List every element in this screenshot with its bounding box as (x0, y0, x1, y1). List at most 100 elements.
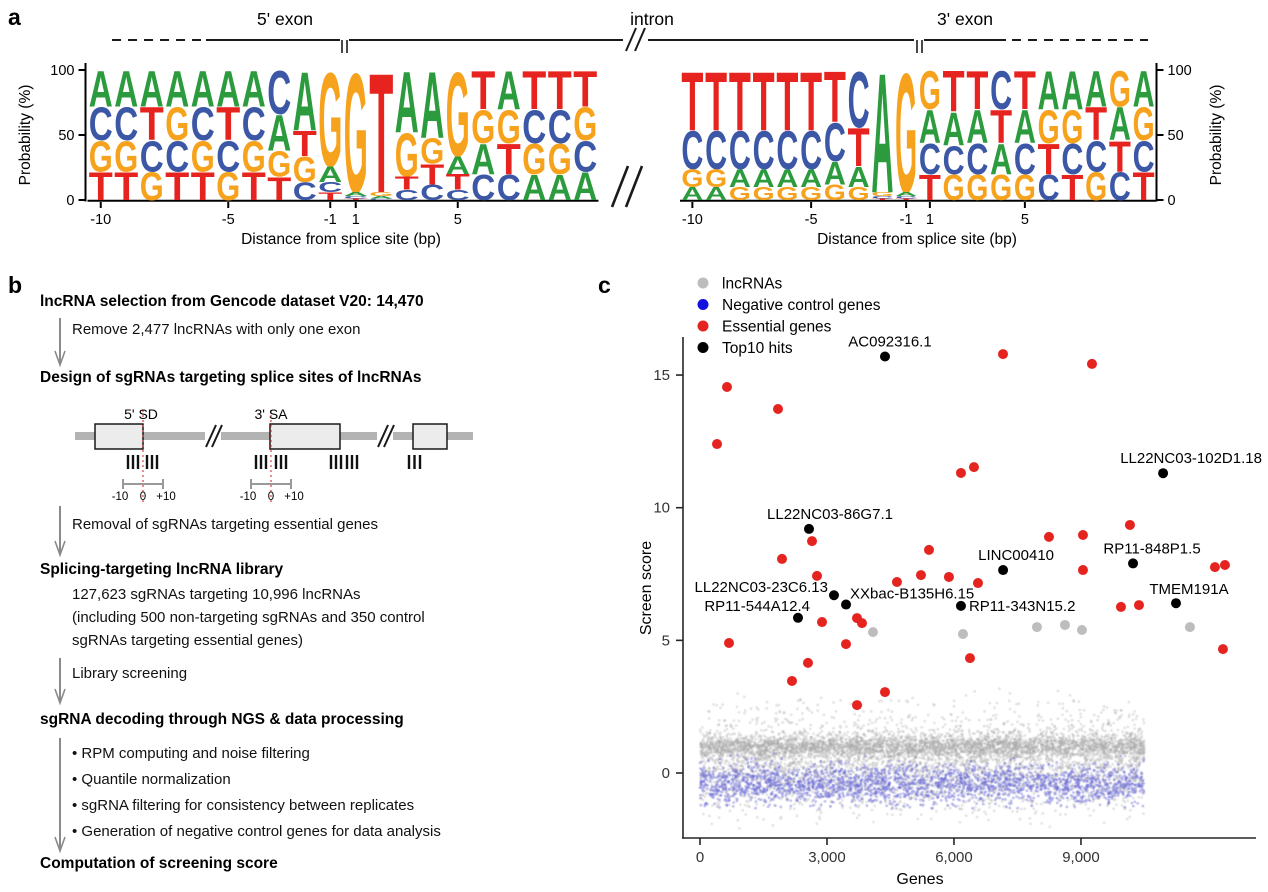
splice-acceptor-label: 3' SA (254, 406, 288, 422)
arrow-label-removal-essential: Removal of sgRNAs targeting essential ge… (72, 516, 378, 533)
scatter-y-tick-label: 10 (653, 500, 670, 517)
arrow-label-library-screening: Library screening (72, 665, 188, 682)
acceptor-logo-letter-A: A (753, 164, 775, 192)
donor-logo-letter-G: G (242, 132, 266, 181)
donor-logo-letter-A: A (548, 167, 572, 208)
step-title-score-computation: Computation of screening score (40, 855, 278, 872)
flow-arrow-2-head (54, 540, 66, 558)
donor-logo-letter-T: T (216, 97, 240, 150)
legend-dot-top10-hits (697, 342, 709, 353)
acceptor-logo-letter-G: G (966, 167, 988, 208)
scatter-point-lncrna (1059, 619, 1070, 630)
acceptor-logo-letter-T: T (1038, 135, 1060, 184)
acceptor-logo-letter-A: A (895, 191, 917, 197)
arrow-label-remove-one-exon: Remove 2,477 lncRNAs with only one exon (72, 321, 361, 338)
donor-logo-letter-G: G (191, 132, 215, 181)
acceptor-logo-letter-G: G (824, 180, 846, 204)
donor-logo-letter-T: T (293, 123, 317, 164)
acceptor-logo-letter-C: C (943, 138, 965, 183)
acceptor-logo-letter-G: G (1109, 60, 1131, 117)
scatter-point-hit (792, 612, 803, 623)
acceptor-logo-letter-T: T (776, 55, 798, 148)
donor-logo-letter-T: T (89, 164, 113, 209)
hit-gene-label: RP11-848P1.5 (1103, 540, 1200, 557)
donor-logo-letter-C: C (165, 132, 189, 181)
acceptor-logo-letter-G: G (800, 184, 822, 204)
acceptor-logo-letter-G: G (871, 191, 893, 197)
acceptor-logo-x-tick-label: -10 (682, 212, 703, 228)
donor-logo-letter-C: C (522, 100, 546, 153)
donor-logo-letter-A: A (216, 60, 240, 117)
acceptor-logo-letter-A: A (1014, 100, 1036, 153)
donor-logo-letter-T: T (318, 190, 342, 202)
panel-a-label: a (8, 4, 21, 30)
acceptor-logo-letter-C: C (1133, 132, 1155, 181)
scatter-point-essential (1133, 600, 1144, 611)
donor-logo-letter-T: T (242, 164, 266, 209)
acceptor-logo-letter-C: C (1038, 167, 1060, 208)
hit-gene-label: RP11-544A12.4 (704, 598, 810, 615)
donor-logo-letter-C: C (114, 97, 138, 150)
region-label-3prime-exon: 3' exon (937, 9, 993, 29)
donor-logo-letter-A: A (165, 60, 189, 117)
donor-logo-letter-G: G (497, 100, 521, 153)
acceptor-logo-letter-A: A (1085, 60, 1107, 117)
donor-logo-letter-C: C (242, 97, 266, 150)
donor-logo-letter-G: G (446, 48, 470, 182)
acceptor-logo-letter-C: C (824, 112, 846, 173)
scatter-point-essential (943, 571, 954, 582)
acceptor-logo-letter-C: C (919, 135, 941, 184)
donor-logo-letter-A: A (497, 60, 521, 121)
acceptor-logo-x-tick-label: -1 (900, 212, 913, 228)
donor-logo-letter-G: G (89, 132, 113, 181)
acceptor-logo-letter-T: T (1133, 164, 1155, 209)
scatter-point-hit (828, 590, 839, 601)
acceptor-logo-y-tick-label: 0 (1168, 193, 1176, 209)
acceptor-logo-letter-A: A (871, 37, 893, 229)
region-label-intron: intron (630, 9, 674, 29)
hit-gene-label: TMEM191A (1149, 581, 1228, 598)
acceptor-logo-letter-C: C (895, 195, 917, 199)
step-title-lncrna-selection: lncRNA selection from Gencode dataset V2… (40, 293, 424, 310)
acceptor-logo-letter-C: C (776, 120, 798, 181)
donor-logo-letter-G: G (293, 149, 317, 190)
bullet-rpm: RPM computing and noise filtering (72, 745, 309, 763)
donor-logo-y-tick-label: 50 (58, 128, 74, 144)
acceptor-logo-letter-T: T (705, 55, 727, 148)
splice-donor-label: 5' SD (124, 406, 158, 422)
acceptor-logo-letter-C: C (848, 56, 870, 145)
hit-gene-label: LINC00410 (978, 547, 1054, 564)
donor-logo-letter-T: T (114, 164, 138, 209)
donor-logo-letter-A: A (446, 151, 470, 179)
scatter-point-essential (1217, 644, 1228, 655)
logo-gap-slash-2 (624, 165, 644, 208)
donor-logo-letter-C: C (446, 187, 470, 203)
library-detail-line2: (including 500 non-targeting sgRNAs and … (72, 609, 425, 626)
donor-logo-letter-A: A (242, 60, 266, 117)
donor-logo-letter-A: A (191, 60, 215, 117)
donor-logo-letter-G: G (267, 144, 291, 185)
scatter-point-hit (841, 599, 852, 610)
intron-break-slash-2 (634, 27, 646, 52)
gene-bar-break-1-slash-1 (205, 424, 217, 448)
flow-arrow-3-head (54, 688, 66, 706)
acceptor-logo-letter-G: G (1133, 97, 1155, 150)
ruler-1-label-zero: 0 (140, 491, 146, 503)
hit-gene-label: LL22NC03-23C6.13 (695, 579, 828, 596)
acceptor-logo-letter-G: G (1038, 100, 1060, 153)
donor-logo-letter-C: C (573, 132, 597, 181)
donor-logo-letter-G: G (114, 132, 138, 181)
scatter-x-tick-label: 0 (696, 849, 704, 866)
donor-logo-letter-A: A (471, 135, 495, 184)
donor-logo-letter-A: A (114, 60, 138, 117)
legend-label: lncRNAs (722, 276, 783, 293)
scatter-point-essential (1124, 519, 1135, 530)
scatter-point-lncrna (1076, 625, 1087, 636)
donor-logo-letter-C: C (89, 97, 113, 150)
acceptor-logo-letter-A: A (681, 184, 703, 204)
acceptor-logo-letter-C: C (1061, 135, 1083, 184)
donor-logo-letter-G: G (165, 97, 189, 150)
scatter-point-essential (802, 657, 813, 668)
donor-logo-letter-C: C (471, 167, 495, 208)
